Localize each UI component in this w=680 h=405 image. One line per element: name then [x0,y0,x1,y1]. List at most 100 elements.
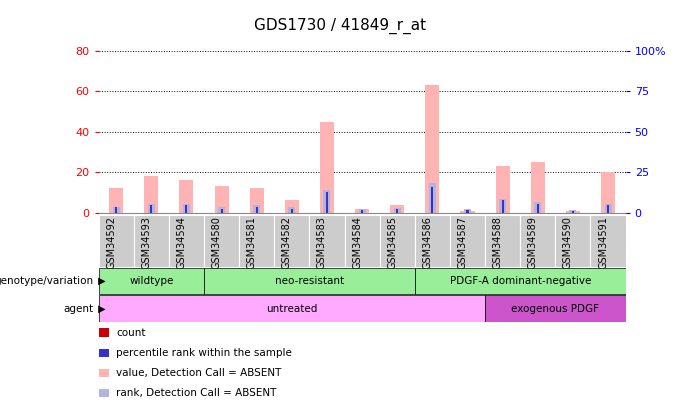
Bar [466,210,469,213]
Text: agent: agent [63,304,93,313]
FancyBboxPatch shape [345,215,379,267]
FancyBboxPatch shape [99,295,485,322]
Bar [320,122,334,213]
FancyBboxPatch shape [204,215,239,267]
Bar [394,208,401,213]
Bar [361,210,363,213]
Bar [115,207,117,213]
Bar [460,211,475,213]
Bar [501,209,504,213]
Bar [537,207,539,213]
Text: GSM34581: GSM34581 [247,216,257,269]
Text: value, Detection Call = ABSENT: value, Detection Call = ABSENT [116,368,282,378]
Text: count: count [116,328,146,337]
FancyBboxPatch shape [99,215,134,267]
FancyBboxPatch shape [169,215,204,267]
Text: GSM34583: GSM34583 [317,216,327,269]
Bar [605,204,611,213]
Bar [537,204,539,213]
Bar [324,190,330,213]
Bar [180,180,194,213]
Bar [285,200,299,213]
Bar [572,211,574,213]
Bar [220,209,222,213]
Bar [396,209,398,213]
Text: GSM34593: GSM34593 [141,216,151,269]
Bar [431,209,434,213]
Bar [534,202,541,213]
Bar [466,211,469,213]
Bar [218,207,225,213]
Text: GSM34588: GSM34588 [492,216,503,269]
Text: GSM34590: GSM34590 [563,216,573,269]
Bar [360,211,364,213]
Bar [601,172,615,213]
Bar [496,166,510,213]
Text: GSM34594: GSM34594 [176,216,186,269]
Text: GSM34580: GSM34580 [211,216,222,269]
Bar [250,188,264,213]
FancyBboxPatch shape [379,215,415,267]
Bar [291,209,293,213]
Bar [256,207,258,213]
Bar [115,209,118,213]
FancyBboxPatch shape [590,215,626,267]
Bar [607,209,609,213]
Text: GSM34592: GSM34592 [106,216,116,269]
FancyBboxPatch shape [134,215,169,267]
FancyBboxPatch shape [274,215,309,267]
Bar [358,209,366,213]
Bar [464,209,471,213]
Bar [396,211,398,213]
FancyBboxPatch shape [415,268,626,294]
FancyBboxPatch shape [204,268,415,294]
Text: untreated: untreated [266,304,318,313]
Text: GSM34587: GSM34587 [458,216,468,269]
Bar [326,192,328,213]
Bar [502,200,504,213]
Text: genotype/variation: genotype/variation [0,276,93,286]
Bar [253,205,260,213]
Bar [150,207,153,213]
FancyBboxPatch shape [485,295,626,322]
Bar [144,176,158,213]
Text: GSM34589: GSM34589 [528,216,538,269]
Bar [109,188,123,213]
Bar [569,210,577,213]
Text: rank, Detection Call = ABSENT: rank, Detection Call = ABSENT [116,388,277,398]
Text: PDGF-A dominant-negative: PDGF-A dominant-negative [449,276,591,286]
FancyBboxPatch shape [239,215,274,267]
Bar [220,209,223,213]
Text: GSM34585: GSM34585 [387,216,397,269]
Bar [390,205,404,213]
Text: GDS1730 / 41849_r_at: GDS1730 / 41849_r_at [254,18,426,34]
Bar [431,187,433,213]
Text: neo-resistant: neo-resistant [275,276,344,286]
Text: GSM34591: GSM34591 [598,216,608,269]
Text: ▶: ▶ [95,304,106,313]
Bar [255,209,258,213]
Text: GSM34586: GSM34586 [422,216,432,269]
FancyBboxPatch shape [99,268,204,294]
Bar [566,211,580,213]
Bar [185,209,188,213]
FancyBboxPatch shape [556,215,590,267]
Bar [150,205,152,213]
FancyBboxPatch shape [520,215,556,267]
Text: GSM34582: GSM34582 [282,216,292,269]
Bar [499,199,506,213]
FancyBboxPatch shape [415,215,450,267]
Bar [571,211,575,213]
Text: wildtype: wildtype [129,276,173,286]
Bar [148,204,155,213]
Bar [214,186,228,213]
FancyBboxPatch shape [450,215,485,267]
Text: GSM34584: GSM34584 [352,216,362,269]
Bar [429,183,436,213]
Bar [186,205,188,213]
FancyBboxPatch shape [309,215,345,267]
FancyBboxPatch shape [485,215,520,267]
Bar [607,205,609,213]
Bar [355,209,369,213]
Text: ▶: ▶ [95,276,106,286]
